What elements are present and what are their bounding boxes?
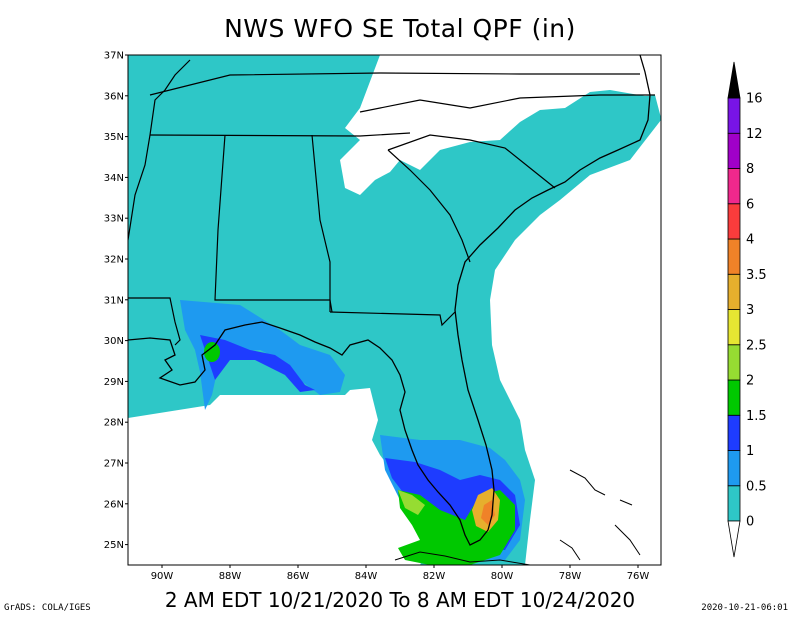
longitude-label: 78W: [559, 571, 582, 582]
colorbar-label: 4: [746, 233, 754, 248]
colorbar-label: 6: [746, 197, 754, 212]
state-line-nc-va: [359, 94, 655, 113]
latitude-label: 33N: [104, 214, 124, 225]
state-line-nc-sc: [387, 134, 556, 189]
map-title: NWS WFO SE Total QPF (in): [224, 14, 576, 43]
latitude-label: 29N: [104, 377, 124, 388]
atlantic-unshaded: [490, 120, 661, 565]
latitude-label: 28N: [104, 418, 124, 429]
colorbar-label: 2: [746, 374, 754, 389]
colorbar-label: 2.5: [746, 338, 767, 353]
latitude-label: 25N: [104, 540, 124, 551]
map-frame: [127, 54, 662, 566]
colorbar-label: 12: [746, 127, 763, 142]
longitude-label: 80W: [491, 571, 514, 582]
qpf-25in-sfl: [398, 490, 425, 515]
state-line-tn: [149, 132, 411, 137]
longitude-label: 82W: [423, 571, 446, 582]
state-line-ga-sc: [387, 149, 471, 263]
colorbar-label: 0: [746, 515, 754, 530]
colorbar-min-arrow: [727, 520, 741, 558]
colorbar-label: 8: [746, 162, 754, 177]
longitude-labels: 90W 88W 86W 84W 82W 80W 78W 76W: [151, 571, 650, 582]
state-line-mississippi-river: [149, 59, 191, 136]
colorbar-swatch: [727, 309, 741, 346]
colorbar-label: 1: [746, 444, 754, 459]
longitude-label: 84W: [355, 571, 378, 582]
latitude-label: 32N: [104, 255, 124, 266]
colorbar-label: 3.5: [746, 268, 767, 283]
colorbar-swatch: [727, 168, 741, 205]
colorbar-swatch: [727, 414, 741, 451]
cuba-outline: [394, 551, 531, 565]
latitude-label: 36N: [104, 91, 124, 102]
state-line-ms-al: [214, 134, 250, 301]
state-line-al-ga: [311, 134, 331, 312]
timestamp: 2020-10-21-06:01: [701, 603, 788, 613]
latitude-label: 37N: [104, 51, 124, 62]
state-line-la-ms: [128, 297, 181, 346]
colorbar-swatch: [727, 450, 741, 487]
colorbar-swatch: [727, 485, 741, 522]
colorbar-swatch: [727, 273, 741, 310]
colorbar-swatch: [727, 238, 741, 275]
colorbar-label: 1.5: [746, 409, 767, 424]
latitude-labels: 37N 36N 35N 34N 33N 32N 31N 30N 29N 28N 27N 26N 25N: [104, 51, 124, 552]
colorbar-swatch: [727, 379, 741, 416]
colorbar-label: 16: [746, 92, 763, 107]
latitude-label: 34N: [104, 173, 124, 184]
colorbar-swatch: [727, 344, 741, 381]
coastline: [128, 55, 651, 546]
credit-grads: GrADS: COLA/IGES: [4, 603, 91, 613]
qpf-1in-gulf: [180, 300, 345, 410]
latitude-label: 35N: [104, 132, 124, 143]
latitude-label: 30N: [104, 336, 124, 347]
no-precip-area: [340, 55, 661, 195]
latitude-label: 31N: [104, 295, 124, 306]
state-line-ga-fl: [329, 311, 456, 327]
bahamas-outline: [559, 469, 641, 561]
colorbar-max-arrow: [727, 61, 741, 99]
state-line-ms-ar: [128, 134, 151, 241]
colorbar-swatch: [727, 203, 741, 240]
latitude-label: 27N: [104, 459, 124, 470]
state-line-ky-tn: [149, 72, 640, 96]
boundaries: [128, 55, 655, 565]
qpf-2in-spot: [204, 342, 220, 362]
colorbar-swatch: [727, 97, 741, 134]
time-range: 2 AM EDT 10/21/2020 To 8 AM EDT 10/24/20…: [164, 588, 636, 612]
qpf-15in-gulf: [200, 335, 315, 392]
ne-coast-unshaded: [635, 55, 661, 118]
colorbar: 0 0.5 1 1.5 2 2.5 3 3.5 4 6 8 12 16: [727, 61, 767, 558]
longitude-label: 76W: [627, 571, 650, 582]
longitude-label: 88W: [219, 571, 242, 582]
latitude-label: 26N: [104, 499, 124, 510]
gulf-unshaded: [128, 388, 432, 565]
longitude-label: 86W: [287, 571, 310, 582]
longitude-label: 90W: [151, 571, 174, 582]
colorbar-swatch: [727, 132, 741, 169]
map-area: [128, 55, 661, 565]
colorbar-label: 3: [746, 303, 754, 318]
colorbar-label: 0.5: [746, 479, 767, 494]
